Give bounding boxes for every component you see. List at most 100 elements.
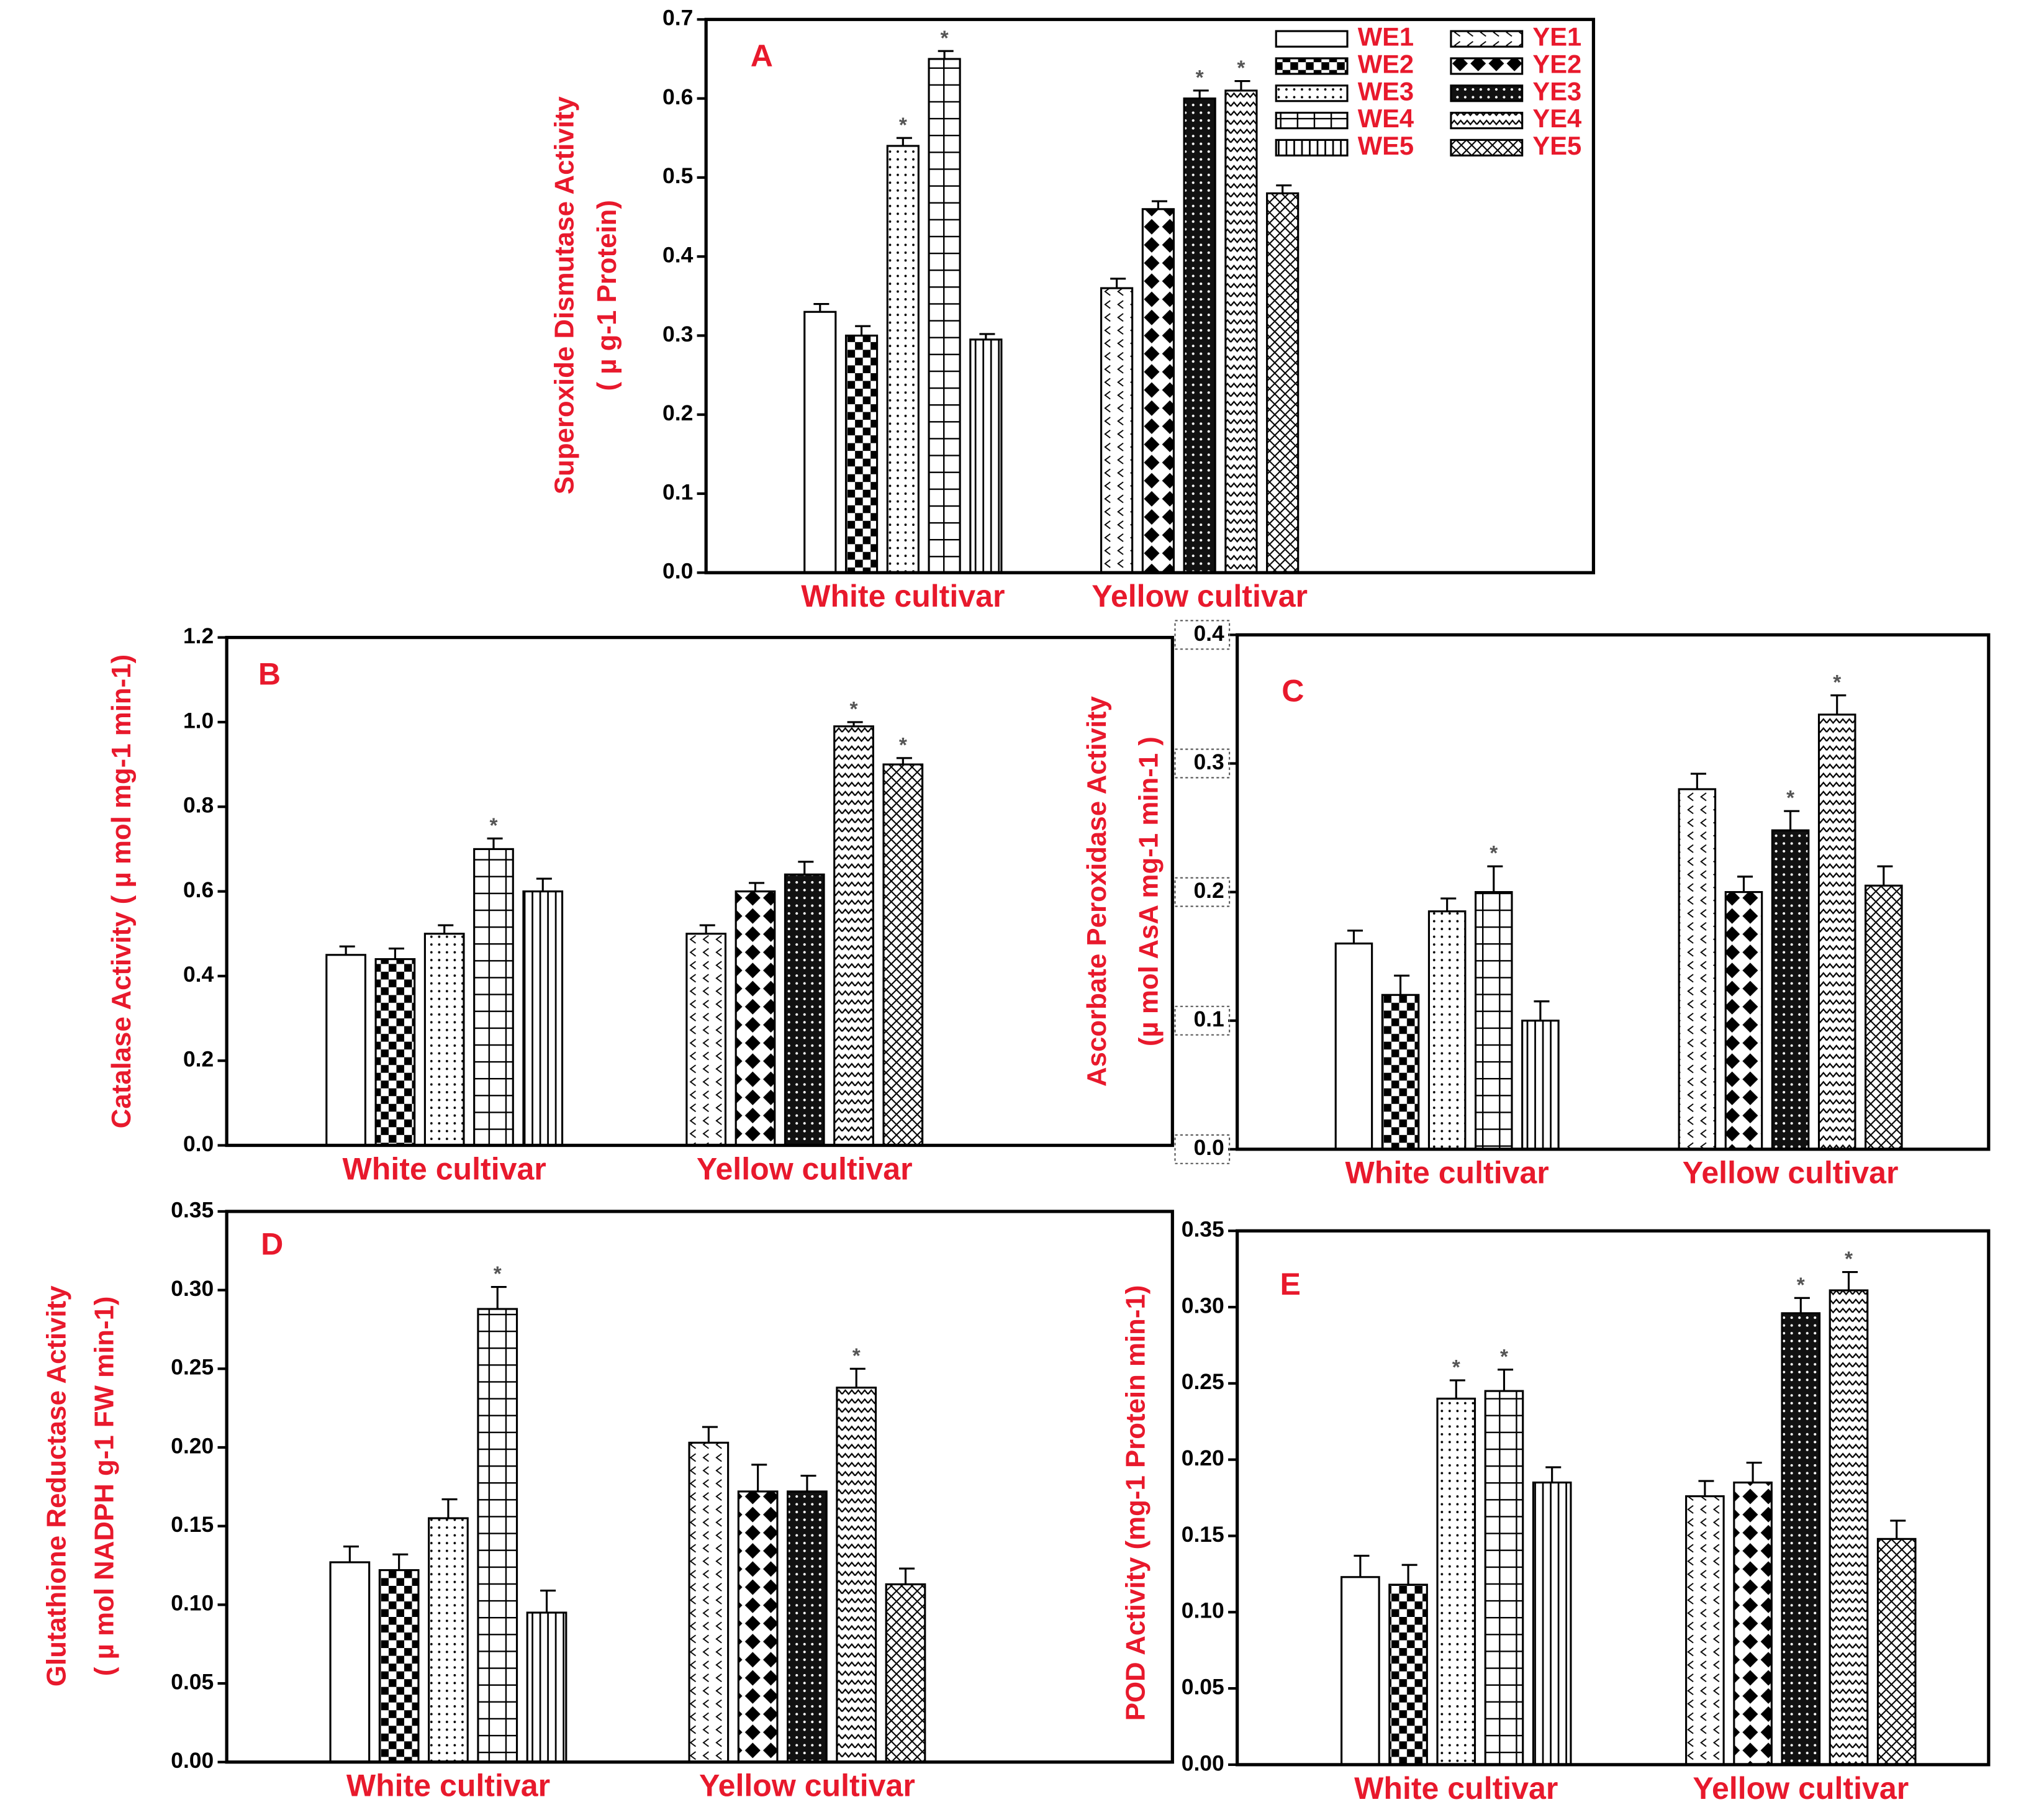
error-bar: [540, 1589, 556, 1613]
bar: [473, 848, 514, 1147]
legend-swatch: [1450, 111, 1524, 130]
bar: [1183, 97, 1216, 574]
significance-marker: *: [1797, 1274, 1805, 1297]
legend-label: YE4: [1532, 104, 1581, 133]
y-tick-label: 0.6: [183, 877, 214, 902]
tick-label-box: [1174, 1005, 1231, 1036]
bar: [1427, 910, 1467, 1151]
y-tick-label: 0.5: [662, 163, 693, 188]
significance-marker: *: [1786, 787, 1794, 810]
error-bar: [896, 137, 912, 146]
error-bar: [699, 924, 715, 934]
y-tick-label: 0.20: [171, 1433, 214, 1458]
x-tick-label: Yellow cultivar: [697, 1151, 913, 1186]
error-bar: [1110, 278, 1126, 289]
y-tick-label: 0.35: [1182, 1217, 1224, 1242]
bar: [1141, 208, 1175, 574]
bar: [374, 958, 416, 1147]
tick-label-box: [1174, 620, 1231, 650]
significance-marker: *: [494, 1263, 502, 1286]
bar: [1865, 884, 1903, 1151]
error-bar: [536, 877, 552, 892]
bar: [928, 58, 961, 574]
error-bar: [751, 1464, 767, 1492]
bar: [1100, 287, 1134, 574]
y-axis-label: (µ mol AsA mg-1 min-1 ): [1133, 736, 1164, 1046]
error-bar: [847, 721, 863, 727]
y-tick-label: 0.30: [171, 1276, 214, 1301]
bar: [1685, 1495, 1725, 1766]
error-bar: [1193, 89, 1209, 99]
error-bar: [491, 1285, 507, 1310]
error-bar: [849, 1367, 866, 1388]
y-tick-label: 0.3: [662, 322, 693, 346]
bar: [329, 1561, 371, 1763]
error-bar: [1354, 1554, 1370, 1577]
x-tick-label: Yellow cultivar: [1092, 579, 1308, 613]
bar: [1266, 192, 1300, 574]
legend-swatch: [1450, 138, 1524, 156]
significance-marker: *: [850, 698, 858, 721]
bar: [1781, 1312, 1821, 1766]
bar: [836, 1387, 877, 1763]
plot-frame: [225, 1210, 1174, 1764]
error-bar: [813, 302, 830, 312]
legend-swatch: [1275, 138, 1349, 156]
panel-label: C: [1282, 674, 1304, 709]
y-tick-label: 0.2: [1193, 878, 1224, 903]
error-bar: [855, 325, 871, 336]
bar: [844, 334, 879, 574]
significance-marker: *: [852, 1344, 861, 1367]
plot-frame: [1236, 633, 1991, 1151]
error-bar: [343, 1546, 359, 1562]
significance-marker: *: [941, 27, 949, 50]
error-bar: [1394, 974, 1410, 995]
error-bar: [1890, 1519, 1906, 1539]
y-tick-label: 0.30: [1182, 1293, 1224, 1318]
x-tick-label: White cultivar: [1354, 1771, 1558, 1806]
y-tick-label: 0.15: [1182, 1522, 1224, 1547]
bar: [1532, 1481, 1572, 1766]
error-bar: [1440, 897, 1457, 912]
bar: [1829, 1289, 1869, 1766]
legend-label: WE4: [1358, 104, 1414, 133]
legend-label: YE5: [1532, 131, 1581, 160]
x-tick-label: White cultivar: [1345, 1156, 1549, 1190]
legend-swatch: [1450, 57, 1524, 75]
y-tick-label: 1.2: [183, 623, 214, 648]
error-bar: [1498, 1369, 1514, 1392]
bar: [688, 1441, 730, 1763]
legend-label: YE3: [1532, 76, 1581, 106]
error-bar: [438, 924, 454, 934]
legend-label: WE5: [1358, 131, 1414, 160]
bar: [1733, 1481, 1773, 1766]
bar: [737, 1490, 779, 1763]
y-axis-label: Ascorbate Peroxidase Activity: [1082, 696, 1112, 1087]
legend-label: YE1: [1532, 22, 1581, 52]
x-tick-label: Yellow cultivar: [1683, 1156, 1899, 1190]
y-tick-label: 0.25: [1182, 1369, 1224, 1394]
bar: [1436, 1397, 1476, 1766]
y-tick-label: 0.35: [171, 1197, 214, 1222]
error-bar: [339, 945, 355, 955]
error-bar: [1877, 865, 1893, 886]
error-bar: [1449, 1379, 1465, 1399]
error-bar: [392, 1553, 409, 1570]
significance-marker: *: [1500, 1346, 1508, 1369]
y-tick-label: 0.2: [183, 1047, 214, 1072]
error-bar: [800, 1475, 816, 1492]
error-bar: [1690, 772, 1706, 789]
bar: [477, 1308, 518, 1763]
bar: [969, 338, 1003, 574]
bar: [428, 1517, 469, 1763]
tick-label-box: [1174, 877, 1231, 907]
panel-label: A: [751, 38, 773, 73]
bar: [1771, 829, 1810, 1151]
legend-swatch: [1275, 84, 1349, 102]
error-bar: [1784, 810, 1800, 831]
bar: [1484, 1390, 1524, 1766]
bar: [423, 933, 465, 1147]
y-axis-label: ( µ g-1 Protein): [592, 200, 622, 391]
y-tick-label: 0.4: [183, 962, 214, 987]
error-bar: [1347, 930, 1363, 944]
